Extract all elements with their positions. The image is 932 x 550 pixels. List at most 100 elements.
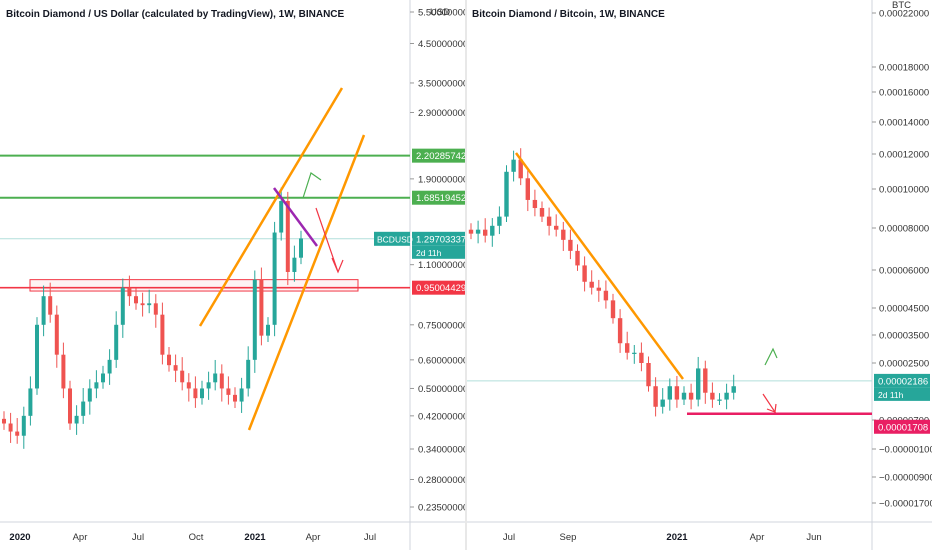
left-candle[interactable] [15, 431, 20, 436]
left-candle[interactable] [35, 324, 39, 389]
left-candle[interactable] [87, 388, 92, 402]
left-support-zone[interactable] [29, 279, 359, 292]
left-chart-pane[interactable]: Bitcoin Diamond / US Dollar (calculated … [0, 0, 466, 550]
right-candle[interactable] [653, 386, 658, 407]
left-candle[interactable] [120, 287, 125, 325]
right-candle[interactable] [667, 386, 672, 400]
left-candle[interactable] [48, 296, 53, 315]
right-candle[interactable] [717, 399, 722, 401]
right-candle[interactable] [589, 281, 594, 288]
left-candle[interactable] [54, 314, 59, 355]
pane-divider[interactable] [465, 0, 467, 550]
right-candle[interactable] [625, 343, 630, 353]
right-candle[interactable] [681, 392, 687, 400]
right-green-arrow[interactable] [764, 347, 778, 366]
right-chart-svg[interactable]: Bitcoin Diamond / Bitcoin, 1W, BINANCE 0… [467, 0, 932, 550]
left-candle[interactable] [292, 257, 297, 272]
right-candle[interactable] [724, 392, 729, 400]
left-candle[interactable] [153, 303, 158, 315]
left-candle[interactable] [81, 401, 86, 416]
right-red-arrow[interactable] [762, 393, 777, 414]
left-candle[interactable] [74, 415, 79, 424]
left-purple-trendline[interactable] [272, 187, 319, 247]
right-candle[interactable] [660, 399, 665, 407]
right-candle[interactable] [696, 368, 701, 400]
right-candle[interactable] [475, 229, 481, 234]
right-candle[interactable] [497, 216, 502, 226]
left-channel-lower[interactable] [247, 134, 366, 431]
left-red-arrow[interactable] [315, 207, 344, 274]
left-price-tag[interactable] [412, 148, 466, 163]
right-candle[interactable] [617, 318, 623, 344]
right-candle[interactable] [646, 363, 651, 387]
left-green-arrow[interactable] [302, 172, 322, 199]
left-candle[interactable] [233, 394, 237, 402]
left-candle[interactable] [68, 388, 72, 424]
left-candle[interactable] [41, 296, 46, 325]
right-price-tag[interactable] [874, 419, 930, 434]
left-candle[interactable] [239, 388, 244, 402]
right-candle[interactable] [511, 159, 516, 172]
left-candle[interactable] [219, 373, 224, 389]
left-candle[interactable] [147, 303, 152, 306]
right-candle[interactable] [575, 250, 580, 266]
right-candle[interactable] [710, 392, 715, 400]
left-candle[interactable] [8, 423, 13, 432]
right-candle[interactable] [610, 300, 616, 319]
left-candle[interactable] [252, 279, 257, 360]
left-candle[interactable] [272, 232, 277, 325]
left-candle[interactable] [134, 296, 138, 304]
left-candle[interactable] [173, 365, 178, 371]
right-candle[interactable] [582, 265, 587, 282]
left-candle[interactable] [140, 303, 145, 306]
right-candle[interactable] [561, 229, 566, 240]
left-candle[interactable] [285, 201, 290, 272]
right-candle[interactable] [532, 199, 538, 209]
right-candle[interactable] [490, 225, 495, 236]
left-candle[interactable] [94, 382, 99, 389]
left-candle[interactable] [127, 287, 132, 297]
right-candle[interactable] [596, 287, 601, 291]
left-candle[interactable] [114, 324, 119, 360]
right-candle[interactable] [504, 171, 509, 217]
right-candle[interactable] [518, 159, 523, 179]
right-candle[interactable] [639, 352, 644, 363]
right-candle[interactable] [483, 229, 488, 236]
left-candle[interactable] [186, 382, 191, 389]
left-price-tag[interactable] [412, 231, 466, 246]
left-candle[interactable] [259, 279, 264, 336]
left-candle[interactable] [167, 354, 171, 366]
right-candle[interactable] [539, 208, 545, 217]
left-channel-upper[interactable] [198, 87, 344, 327]
right-candle[interactable] [554, 225, 559, 230]
left-candle[interactable] [28, 388, 33, 416]
left-symbol-tag[interactable] [374, 231, 410, 246]
right-candle[interactable] [731, 386, 736, 393]
left-candle[interactable] [21, 415, 26, 436]
left-candle[interactable] [2, 418, 6, 424]
right-price-tag[interactable] [874, 373, 930, 388]
left-candle[interactable] [107, 359, 112, 374]
right-candle[interactable] [546, 216, 552, 226]
right-candle[interactable] [688, 392, 694, 400]
left-candle[interactable] [299, 238, 303, 258]
left-chart-svg[interactable]: Bitcoin Diamond / US Dollar (calculated … [0, 0, 466, 550]
left-candle[interactable] [246, 359, 251, 389]
left-candle[interactable] [101, 373, 105, 383]
right-candle[interactable] [674, 386, 680, 400]
left-candle[interactable] [213, 373, 218, 383]
left-candle[interactable] [266, 324, 270, 336]
left-candle[interactable] [226, 388, 231, 395]
left-candle[interactable] [200, 388, 204, 399]
right-candle[interactable] [603, 290, 609, 301]
left-candle[interactable] [279, 201, 284, 233]
left-price-tag[interactable] [412, 280, 466, 295]
left-candle[interactable] [206, 382, 211, 389]
left-candle[interactable] [180, 370, 185, 383]
right-downtrend-line[interactable] [514, 152, 685, 380]
right-candle[interactable] [703, 368, 708, 393]
right-candle[interactable] [525, 178, 530, 200]
right-candle[interactable] [568, 239, 573, 251]
right-candle[interactable] [468, 229, 474, 234]
left-price-tag[interactable] [412, 190, 466, 205]
